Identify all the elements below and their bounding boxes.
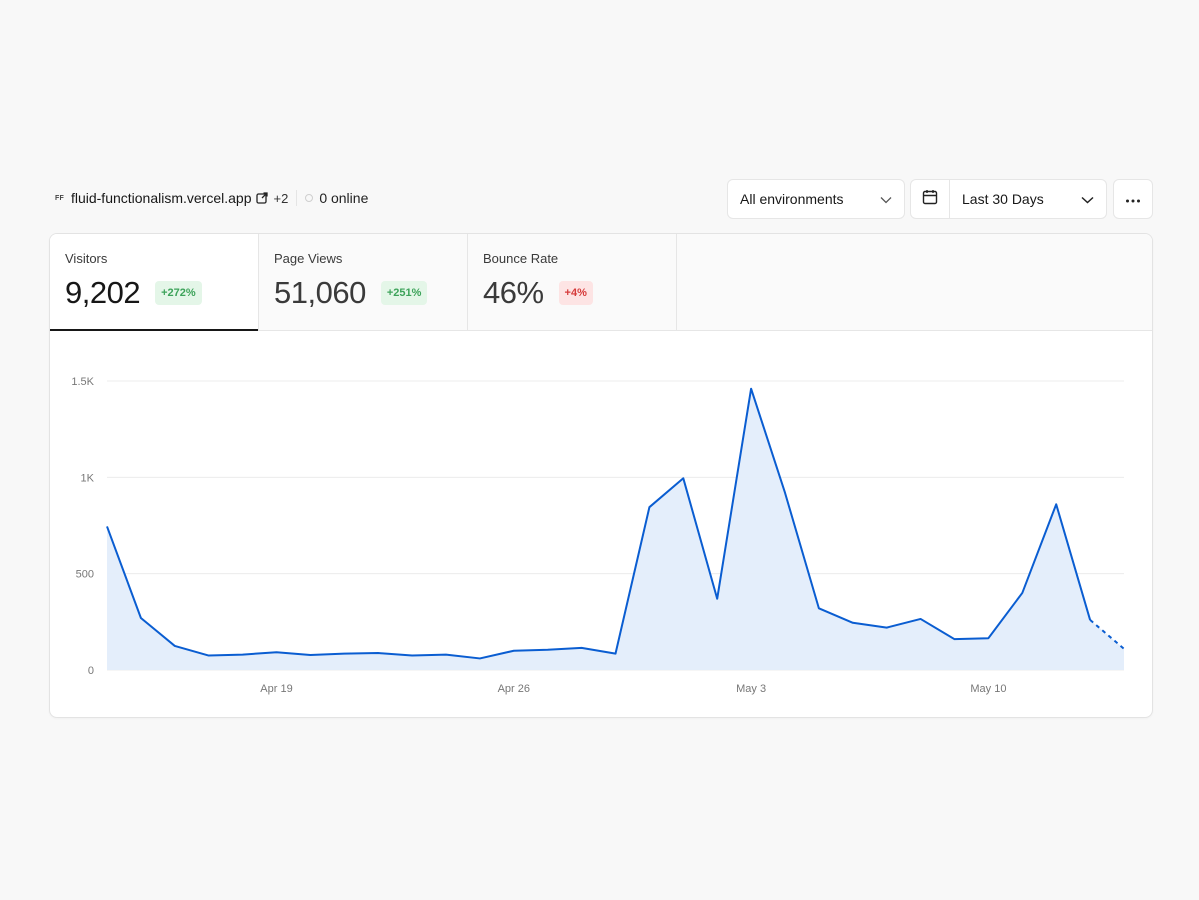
y-tick-label: 500	[76, 569, 94, 581]
tab-label: Bounce Rate	[483, 251, 559, 266]
visitors-line	[106, 387, 1092, 660]
metric-value: 46%	[483, 275, 544, 310]
data-point[interactable]	[172, 643, 178, 649]
tab-page-views[interactable]: Page Views 51,060 +251%	[259, 234, 468, 330]
data-point[interactable]	[240, 652, 246, 658]
data-point[interactable]	[613, 651, 619, 657]
change-badge: +272%	[155, 281, 202, 305]
x-tick-label: Apr 26	[498, 683, 530, 695]
more-options-button[interactable]	[1113, 179, 1153, 219]
y-tick-label: 0	[88, 665, 94, 677]
data-point[interactable]	[409, 653, 415, 659]
data-point[interactable]	[918, 616, 924, 622]
x-tick-label: Apr 19	[260, 683, 292, 695]
project-info: FF fluid-functionalism.vercel.app +2 0 o…	[55, 188, 368, 208]
chevron-down-icon	[1081, 191, 1094, 207]
environment-select[interactable]: All environments	[727, 179, 905, 219]
calendar-icon	[922, 189, 938, 210]
data-point[interactable]	[477, 655, 483, 661]
change-badge: +4%	[558, 281, 593, 305]
data-point[interactable]	[985, 635, 991, 641]
data-point[interactable]	[511, 648, 517, 654]
y-tick-label: 1.5K	[71, 376, 94, 388]
additional-domains-count[interactable]: +2	[273, 190, 289, 206]
data-point[interactable]	[952, 636, 958, 642]
data-point[interactable]	[1087, 617, 1093, 623]
tab-visitors[interactable]: Visitors 9,202 +272%	[50, 234, 259, 331]
y-tick-label: 1K	[81, 472, 95, 484]
chevron-down-icon	[880, 191, 892, 207]
project-domain-link[interactable]: fluid-functionalism.vercel.app	[70, 190, 252, 206]
online-count: 0 online	[319, 190, 369, 206]
project-avatar: FF	[55, 194, 64, 202]
online-status-dot-icon	[305, 194, 314, 202]
change-badge: +251%	[380, 281, 428, 305]
analytics-card: Visitors 9,202 +272% Page Views 51,060 +…	[49, 233, 1153, 718]
ellipsis-icon	[1125, 190, 1141, 208]
visitors-area	[107, 388, 1124, 670]
x-tick-label: May 10	[970, 683, 1006, 695]
tab-label: Visitors	[65, 251, 108, 266]
tab-label: Page Views	[274, 251, 343, 266]
external-link-icon[interactable]	[256, 192, 269, 204]
date-range-group: Last 30 Days	[910, 179, 1107, 219]
data-point[interactable]	[341, 651, 347, 657]
tab-bounce-rate[interactable]: Bounce Rate 46% +4%	[468, 234, 677, 330]
data-point[interactable]	[714, 596, 720, 602]
x-tick-label: May 3	[736, 683, 766, 695]
data-point[interactable]	[1019, 590, 1025, 596]
metric-value: 51,060	[274, 275, 366, 310]
chart-svg: 0 500 1K 1.5K Apr 19 Apr 26 May 3 May 10	[71, 376, 1127, 695]
data-point[interactable]	[579, 645, 585, 651]
data-point[interactable]	[1053, 501, 1059, 507]
data-point[interactable]	[307, 652, 313, 658]
data-point[interactable]	[748, 386, 754, 392]
data-point[interactable]	[782, 490, 788, 496]
metric-value: 9,202	[65, 275, 141, 310]
data-point[interactable]	[850, 620, 856, 626]
data-point[interactable]	[274, 649, 280, 655]
date-range-value: Last 30 Days	[962, 191, 1044, 207]
data-point[interactable]	[646, 504, 652, 510]
data-point[interactable]	[375, 650, 381, 656]
data-point[interactable]	[816, 605, 822, 611]
visitors-chart[interactable]: 0 500 1K 1.5K Apr 19 Apr 26 May 3 May 10	[50, 331, 1152, 717]
divider	[296, 190, 298, 206]
data-point[interactable]	[680, 475, 686, 481]
data-point[interactable]	[1121, 646, 1127, 652]
metric-tabs: Visitors 9,202 +272% Page Views 51,060 +…	[50, 234, 1152, 331]
data-point[interactable]	[443, 652, 449, 658]
data-point[interactable]	[138, 615, 144, 621]
environment-select-value: All environments	[740, 191, 844, 207]
top-bar: FF fluid-functionalism.vercel.app +2 0 o…	[49, 178, 1153, 220]
data-point[interactable]	[104, 523, 110, 529]
data-point[interactable]	[545, 647, 551, 653]
date-range-select[interactable]: Last 30 Days	[950, 180, 1106, 218]
data-point[interactable]	[884, 625, 890, 631]
calendar-button[interactable]	[911, 180, 950, 218]
data-point[interactable]	[206, 653, 212, 659]
